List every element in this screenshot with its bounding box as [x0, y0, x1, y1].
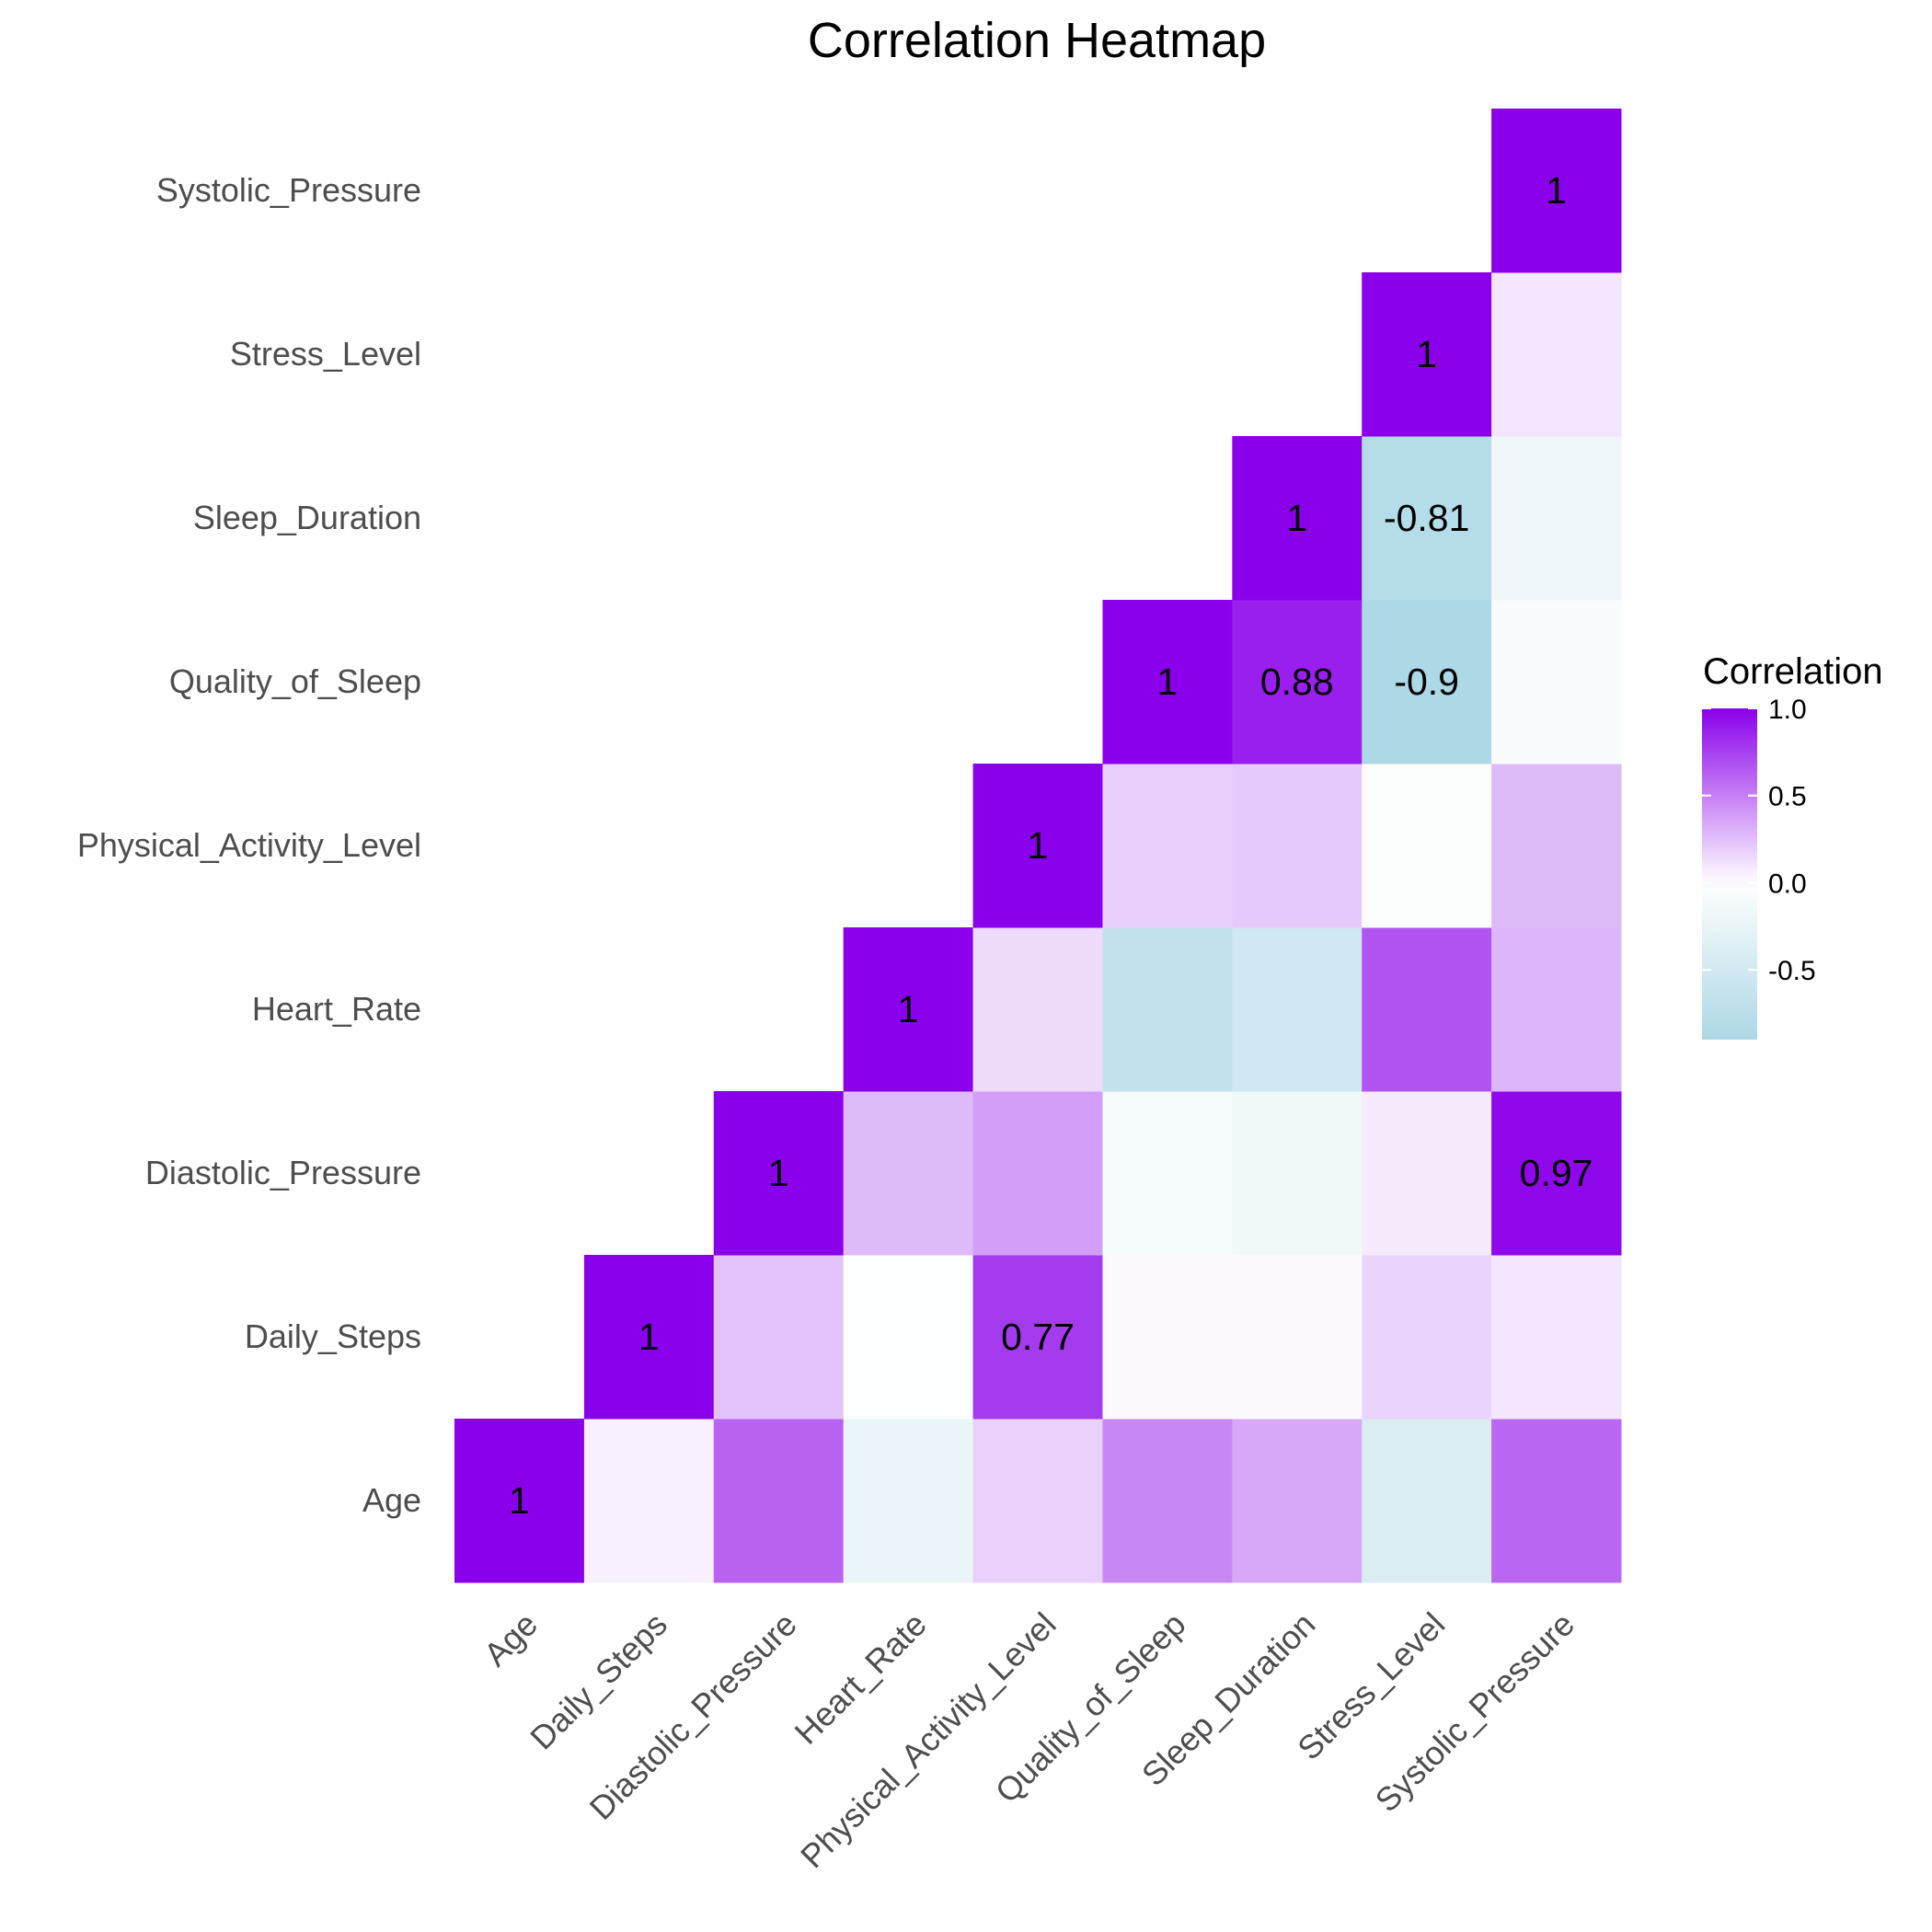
x-axis-tick-labels: AgeDaily_StepsDiastolic_PressureHeart_Ra… — [477, 1605, 1581, 1876]
heatmap-cell — [1232, 1255, 1363, 1420]
heatmap-cell — [1362, 272, 1492, 437]
heatmap-cell — [1491, 1255, 1622, 1420]
heatmap-cells: 1 1 0.77 1 0.97 1 1 1 0.88 -0.9 1 -0.81 1 1 — [454, 109, 1622, 1583]
y-tick-label: Systolic_Pressure — [156, 171, 421, 209]
cell-value-label: 1 — [1028, 824, 1049, 867]
cell-value-label: 1 — [1546, 169, 1567, 212]
legend-tick-label: 0.5 — [1768, 782, 1807, 812]
heatmap-cell — [843, 1419, 974, 1583]
heatmap-cell — [1491, 1091, 1622, 1256]
heatmap-cell — [972, 1255, 1103, 1420]
y-tick-label: Physical_Activity_Level — [77, 826, 421, 864]
heatmap-cell — [1102, 1419, 1233, 1583]
heatmap-cell — [843, 1255, 974, 1420]
y-tick-label: Daily_Steps — [245, 1317, 421, 1355]
y-tick-label: Heart_Rate — [252, 990, 421, 1028]
heatmap-cell — [1362, 1091, 1492, 1256]
legend-title: Correlation — [1703, 651, 1883, 692]
heatmap-cell — [713, 1255, 845, 1420]
heatmap-cell — [1102, 1255, 1233, 1420]
chart-title: Correlation Heatmap — [808, 13, 1266, 68]
heatmap-cell — [1232, 927, 1363, 1092]
heatmap-cell — [1362, 764, 1492, 928]
heatmap-cell — [972, 764, 1103, 928]
heatmap-cell — [1232, 764, 1363, 928]
y-axis-tick-labels: Age Daily_Steps Diastolic_Pressure Heart_Ra… — [77, 171, 421, 1519]
heatmap-cell — [972, 927, 1103, 1092]
cell-value-label: 1 — [1286, 497, 1307, 539]
cell-value-label: 1 — [898, 988, 919, 1030]
heatmap-cell — [1102, 1091, 1233, 1256]
y-tick-label: Sleep_Duration — [193, 499, 421, 536]
cell-value-label: -0.81 — [1384, 497, 1469, 539]
heatmap-cell — [1102, 600, 1233, 765]
heatmap-cell — [843, 927, 974, 1092]
heatmap-cell — [1491, 436, 1622, 601]
cell-value-label: 1 — [638, 1316, 660, 1358]
heatmap-cell — [1362, 927, 1492, 1092]
x-tick-label: Physical_Activity_Level — [793, 1605, 1064, 1876]
cell-value-label: 1 — [509, 1479, 530, 1522]
heatmap-cell — [1102, 764, 1233, 928]
heatmap-cell — [1491, 927, 1622, 1092]
cell-value-label: -0.9 — [1394, 661, 1459, 703]
color-legend: Correlation 1.0 0.5 0.0 -0.5 — [1702, 651, 1883, 1040]
heatmap-cell — [1491, 600, 1622, 765]
heatmap-cell — [583, 1255, 715, 1420]
cell-value-label: 0.97 — [1520, 1152, 1593, 1194]
heatmap-cell — [1491, 1419, 1622, 1583]
y-tick-label: Diastolic_Pressure — [145, 1154, 421, 1191]
cell-value-label: 0.77 — [1001, 1316, 1075, 1358]
legend-color-bar — [1702, 708, 1757, 1040]
heatmap-cell — [1491, 109, 1622, 273]
heatmap-cell — [1491, 272, 1622, 437]
heatmap-cell — [1362, 600, 1492, 765]
heatmap-cell — [1362, 1255, 1492, 1420]
heatmap-cell — [1232, 1419, 1363, 1583]
heatmap-cell — [1232, 436, 1363, 601]
legend-tick-label: 0.0 — [1768, 868, 1807, 899]
heatmap-cell — [583, 1419, 715, 1583]
legend-tick-label: -0.5 — [1768, 956, 1816, 986]
heatmap-cell — [1232, 1091, 1363, 1256]
y-tick-label: Stress_Level — [230, 335, 421, 373]
heatmap-cell — [843, 1091, 974, 1256]
cell-value-label: 0.88 — [1260, 661, 1334, 703]
legend-tick-label: 1.0 — [1768, 695, 1807, 725]
heatmap-cell — [1102, 927, 1233, 1092]
heatmap-cell — [713, 1091, 845, 1256]
heatmap-cell — [1362, 1419, 1492, 1583]
heatmap-cell — [972, 1419, 1103, 1583]
cell-value-label: 1 — [1416, 333, 1437, 375]
y-tick-label: Quality_of_Sleep — [169, 662, 421, 700]
cell-value-label: 1 — [1156, 661, 1178, 703]
y-tick-label: Age — [362, 1481, 421, 1519]
cell-value-label: 1 — [768, 1152, 789, 1194]
heatmap-cell — [713, 1419, 845, 1583]
heatmap-cell — [454, 1419, 585, 1583]
x-tick-label: Age — [477, 1605, 545, 1673]
heatmap-cell — [1232, 600, 1363, 765]
heatmap-cell — [1491, 764, 1622, 928]
heatmap-cell — [1362, 436, 1492, 601]
heatmap-cell — [972, 1091, 1103, 1256]
